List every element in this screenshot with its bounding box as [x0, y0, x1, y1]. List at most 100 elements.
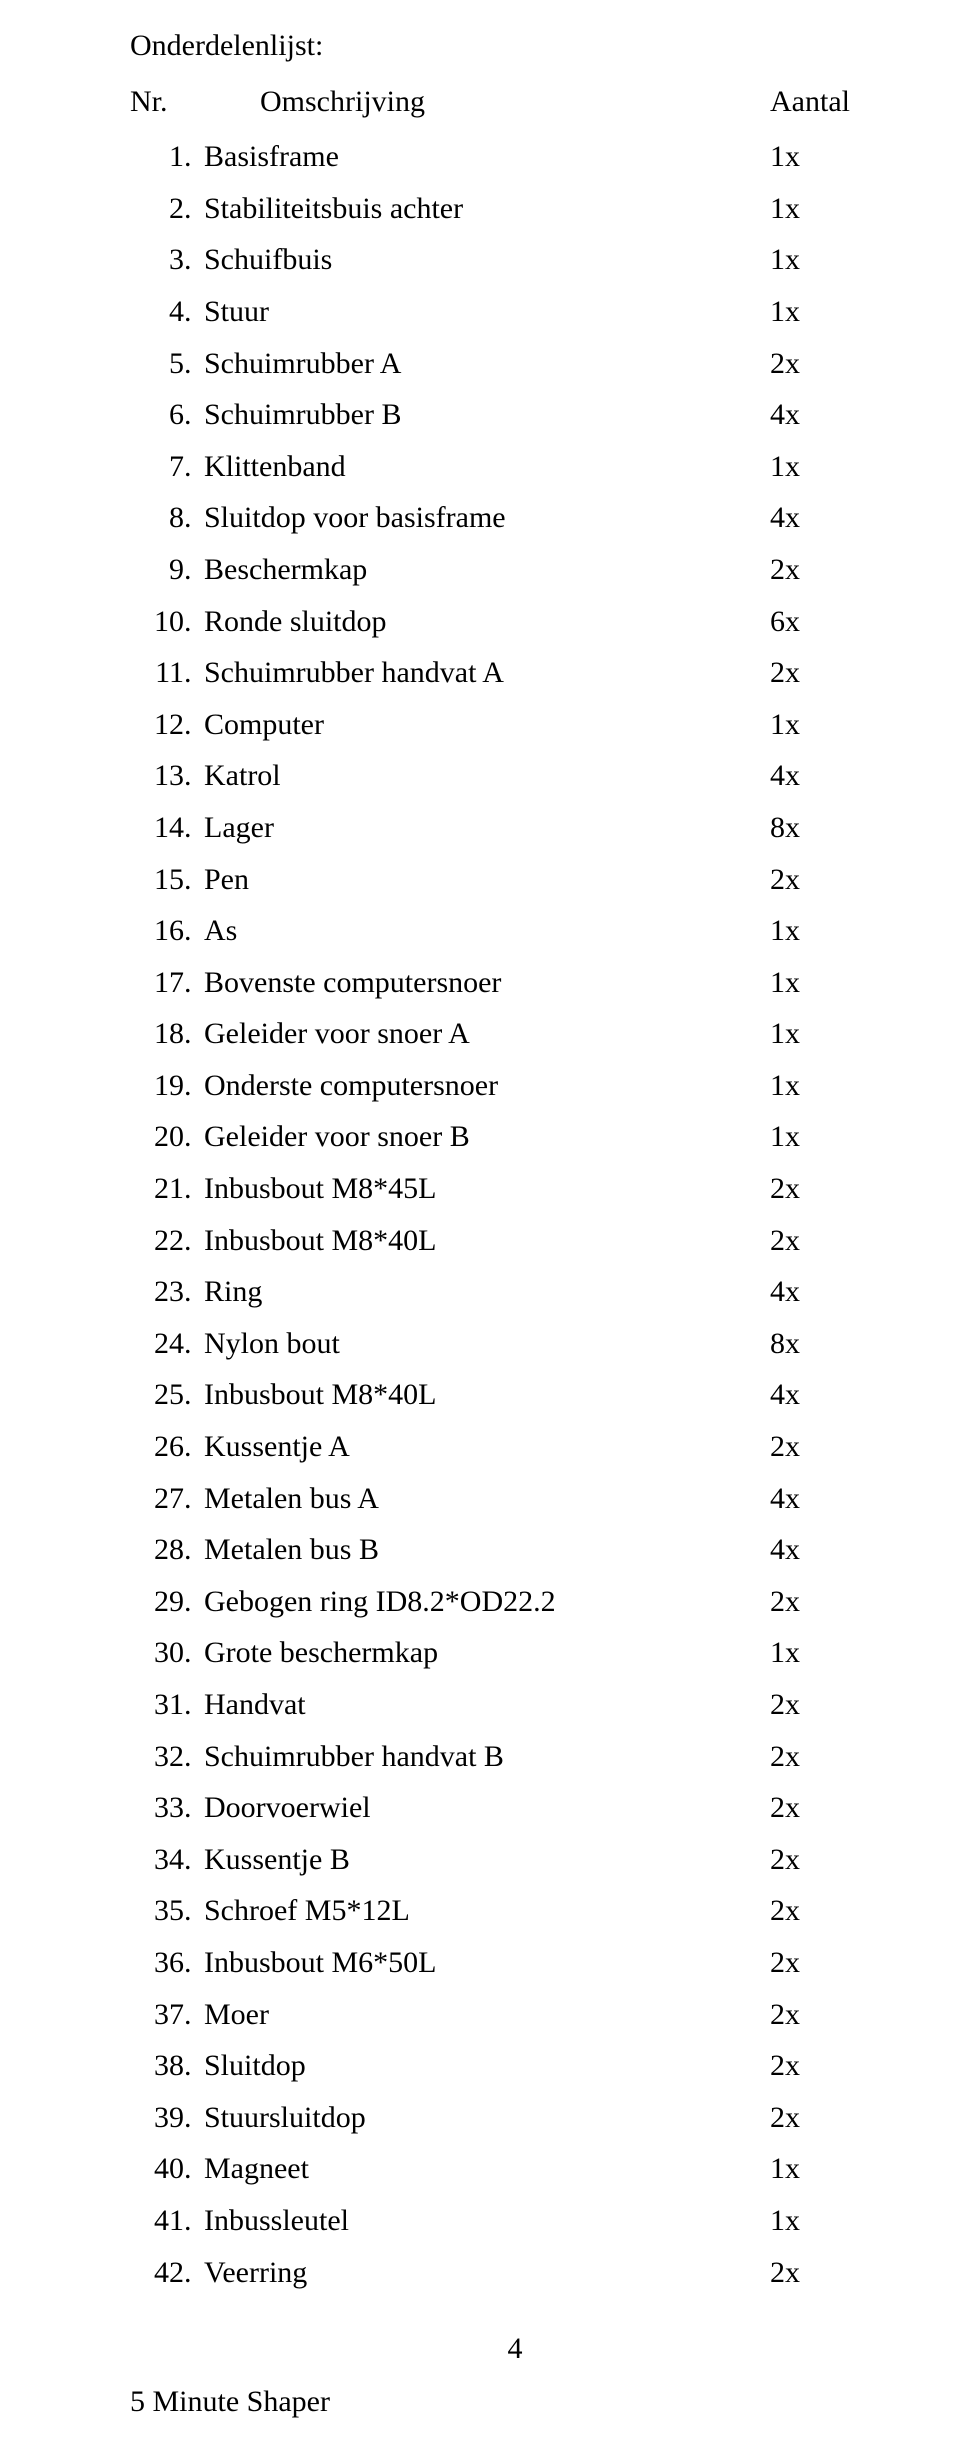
cell-dot: . [184, 441, 200, 493]
table-row: 5.Schuimrubber A2x [130, 338, 900, 390]
table-row: 28.Metalen bus B4x [130, 1524, 900, 1576]
table-row: 41.Inbussleutel1x [130, 2195, 900, 2247]
page-number: 4 [130, 2323, 900, 2375]
cell-nr: 15 [130, 854, 184, 906]
cell-nr: 37 [130, 1989, 184, 2041]
cell-nr: 25 [130, 1369, 184, 1421]
cell-desc: Ring [200, 1266, 770, 1318]
cell-dot: . [184, 1008, 200, 1060]
table-row: 36.Inbusbout M6*50L2x [130, 1937, 900, 1989]
cell-qty: 2x [770, 2040, 900, 2092]
cell-nr: 7 [130, 441, 184, 493]
page: Onderdelenlijst: Nr. Omschrijving Aantal… [0, 0, 960, 2456]
cell-qty: 2x [770, 338, 900, 390]
cell-desc: Beschermkap [200, 544, 770, 596]
cell-dot: . [184, 286, 200, 338]
cell-qty: 1x [770, 183, 900, 235]
cell-desc: Stuursluitdop [200, 2092, 770, 2144]
cell-desc: Sluitdop [200, 2040, 770, 2092]
cell-qty: 1x [770, 1111, 900, 1163]
cell-desc: Geleider voor snoer B [200, 1111, 770, 1163]
cell-dot: . [184, 905, 200, 957]
cell-desc: Schuimrubber B [200, 389, 770, 441]
cell-qty: 4x [770, 1473, 900, 1525]
cell-desc: Metalen bus A [200, 1473, 770, 1525]
cell-desc: Ronde sluitdop [200, 596, 770, 648]
cell-dot: . [184, 596, 200, 648]
table-row: 1.Basisframe1x [130, 131, 900, 183]
table-row: 27.Metalen bus A4x [130, 1473, 900, 1525]
cell-qty: 1x [770, 441, 900, 493]
cell-nr: 27 [130, 1473, 184, 1525]
table-row: 37.Moer2x [130, 1989, 900, 2041]
cell-nr: 32 [130, 1731, 184, 1783]
cell-qty: 1x [770, 286, 900, 338]
cell-qty: 2x [770, 1937, 900, 1989]
table-row: 21.Inbusbout M8*45L2x [130, 1163, 900, 1215]
cell-nr: 2 [130, 183, 184, 235]
cell-qty: 1x [770, 131, 900, 183]
footer-brand: 5 Minute Shaper [130, 2376, 900, 2428]
cell-qty: 8x [770, 1318, 900, 1370]
cell-nr: 38 [130, 2040, 184, 2092]
table-row: 30.Grote beschermkap1x [130, 1627, 900, 1679]
cell-nr: 8 [130, 492, 184, 544]
cell-qty: 2x [770, 1421, 900, 1473]
cell-dot: . [184, 183, 200, 235]
cell-dot: . [184, 1318, 200, 1370]
cell-desc: Schroef M5*12L [200, 1885, 770, 1937]
cell-nr: 5 [130, 338, 184, 390]
cell-desc: Handvat [200, 1679, 770, 1731]
parts-list-title: Onderdelenlijst: [130, 20, 900, 72]
cell-qty: 8x [770, 802, 900, 854]
cell-desc: Metalen bus B [200, 1524, 770, 1576]
cell-dot: . [184, 1679, 200, 1731]
cell-desc: Pen [200, 854, 770, 906]
table-row: 6.Schuimrubber B4x [130, 389, 900, 441]
cell-desc: Inbusbout M8*40L [200, 1369, 770, 1421]
table-row: 12.Computer1x [130, 699, 900, 751]
cell-qty: 1x [770, 2143, 900, 2195]
table-row: 9.Beschermkap2x [130, 544, 900, 596]
cell-dot: . [184, 544, 200, 596]
table-body: 1.Basisframe1x2.Stabiliteitsbuis achter1… [130, 131, 900, 2298]
cell-dot: . [184, 1576, 200, 1628]
table-row: 13.Katrol4x [130, 750, 900, 802]
cell-dot: . [184, 1163, 200, 1215]
cell-nr: 10 [130, 596, 184, 648]
cell-nr: 40 [130, 2143, 184, 2195]
cell-dot: . [184, 1731, 200, 1783]
cell-qty: 2x [770, 1834, 900, 1886]
cell-desc: Grote beschermkap [200, 1627, 770, 1679]
cell-dot: . [184, 1782, 200, 1834]
cell-desc: Kussentje A [200, 1421, 770, 1473]
cell-qty: 4x [770, 492, 900, 544]
cell-nr: 42 [130, 2247, 184, 2299]
cell-dot: . [184, 957, 200, 1009]
cell-desc: Inbusbout M8*40L [200, 1215, 770, 1267]
table-row: 26.Kussentje A2x [130, 1421, 900, 1473]
cell-qty: 1x [770, 1627, 900, 1679]
cell-qty: 4x [770, 1369, 900, 1421]
table-row: 38.Sluitdop2x [130, 2040, 900, 2092]
table-row: 3.Schuifbuis1x [130, 234, 900, 286]
cell-desc: Veerring [200, 2247, 770, 2299]
cell-nr: 28 [130, 1524, 184, 1576]
cell-desc: Schuimrubber A [200, 338, 770, 390]
cell-qty: 2x [770, 1679, 900, 1731]
table-row: 7.Klittenband1x [130, 441, 900, 493]
cell-dot: . [184, 2143, 200, 2195]
cell-desc: Stuur [200, 286, 770, 338]
cell-nr: 4 [130, 286, 184, 338]
table-row: 14.Lager8x [130, 802, 900, 854]
cell-dot: . [184, 854, 200, 906]
cell-qty: 4x [770, 1266, 900, 1318]
cell-nr: 39 [130, 2092, 184, 2144]
cell-qty: 1x [770, 2195, 900, 2247]
cell-dot: . [184, 1369, 200, 1421]
cell-desc: As [200, 905, 770, 957]
cell-nr: 31 [130, 1679, 184, 1731]
cell-nr: 33 [130, 1782, 184, 1834]
cell-nr: 34 [130, 1834, 184, 1886]
cell-dot: . [184, 2092, 200, 2144]
